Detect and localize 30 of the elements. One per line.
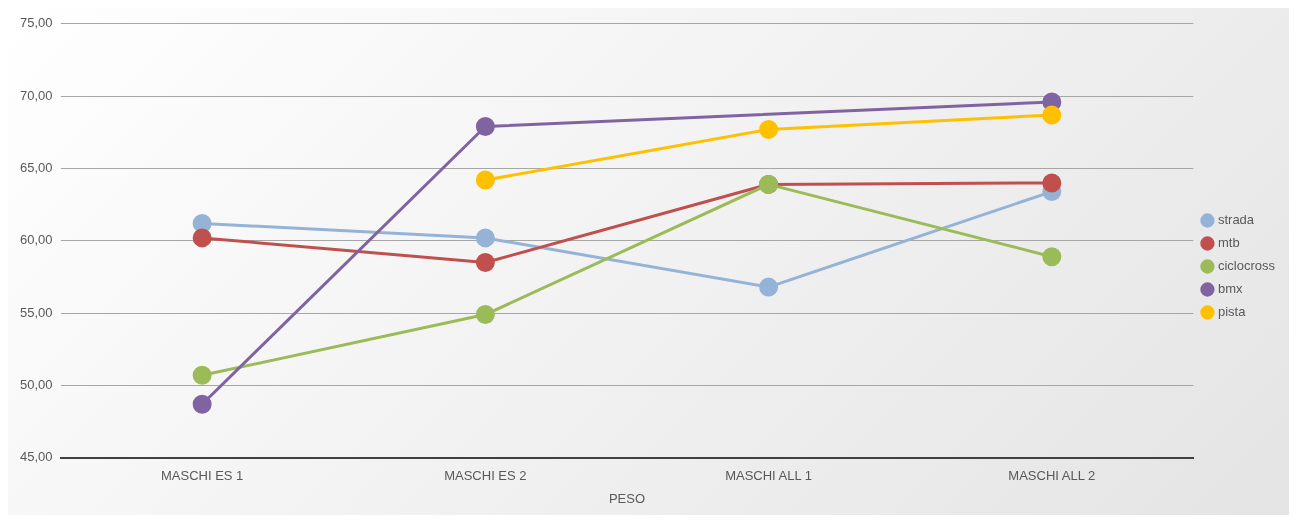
y-tick-label: 50,00 xyxy=(19,377,53,393)
y-tick-label: 60,00 xyxy=(19,232,53,248)
point xyxy=(759,119,779,139)
point xyxy=(759,277,779,297)
y-tick-label: 55,00 xyxy=(19,304,53,320)
y-tick-label: 45,00 xyxy=(19,449,53,465)
point xyxy=(1042,173,1062,193)
point xyxy=(1042,247,1062,267)
point xyxy=(475,117,495,137)
x-axis-title: PESO xyxy=(608,490,646,506)
x-tick-label: MASCHI ES 2 xyxy=(444,468,527,484)
x-tick-label: MASCHI ALL 1 xyxy=(725,468,813,484)
point xyxy=(475,305,495,325)
legend-label: bmx xyxy=(1217,281,1243,297)
point xyxy=(475,253,495,272)
x-tick-label: MASCHI ALL 2 xyxy=(1008,468,1096,484)
legend-label: strada xyxy=(1217,212,1255,228)
point xyxy=(475,170,495,190)
y-tick-label: 65,00 xyxy=(19,160,53,176)
point xyxy=(192,365,212,385)
point xyxy=(1042,105,1062,125)
legend-label: mtb xyxy=(1217,235,1240,251)
legend-label: pista xyxy=(1217,304,1247,320)
x-tick-label: MASCHI ES 1 xyxy=(160,468,244,484)
point xyxy=(475,228,495,248)
y-tick-label: 75,00 xyxy=(19,15,53,31)
point xyxy=(192,228,212,248)
point xyxy=(192,394,212,414)
legend-label: ciclocross xyxy=(1217,258,1276,274)
y-tick-label: 70,00 xyxy=(19,87,53,103)
